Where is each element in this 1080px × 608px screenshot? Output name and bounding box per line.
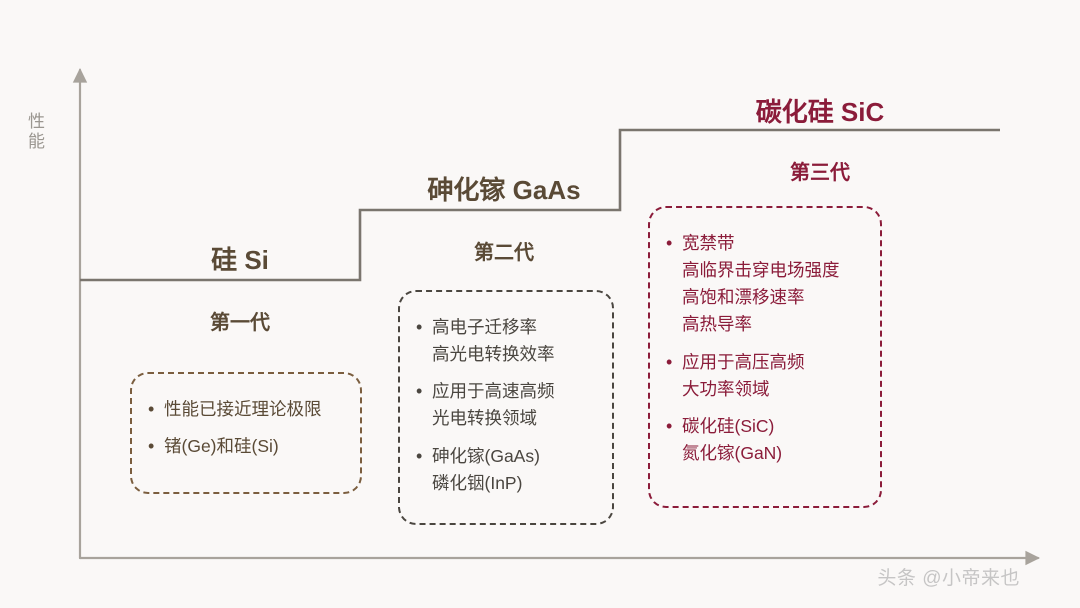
gen2-item: 砷化镓(GaAs)磷化铟(InP)	[414, 443, 596, 497]
y-axis-label-char1: 性	[28, 112, 47, 132]
gen2-subtitle: 第二代	[394, 236, 614, 265]
gen3-item-subline: 高热导率	[682, 311, 864, 338]
gen3-title: 碳化硅 SiC	[660, 92, 980, 129]
gen3-item-subline: 大功率领域	[682, 376, 864, 403]
gen2-list: 高电子迁移率高光电转换效率应用于高速高频光电转换领域砷化镓(GaAs)磷化铟(I…	[414, 314, 596, 497]
gen1-item: 性能已接近理论极限	[146, 396, 344, 423]
gen2-item-subline: 高光电转换效率	[432, 341, 596, 368]
gen2-item-subline: 磷化铟(InP)	[432, 470, 596, 497]
gen1-box: 性能已接近理论极限锗(Ge)和硅(Si)	[130, 372, 362, 494]
gen3-item-subline: 氮化镓(GaN)	[682, 440, 864, 467]
gen3-item: 碳化硅(SiC)氮化镓(GaN)	[664, 413, 864, 467]
gen1-subtitle: 第一代	[130, 306, 350, 335]
gen3-item: 宽禁带高临界击穿电场强度高饱和漂移速率高热导率	[664, 230, 864, 339]
gen2-box: 高电子迁移率高光电转换效率应用于高速高频光电转换领域砷化镓(GaAs)磷化铟(I…	[398, 290, 614, 525]
diagram-stage: 性 能 硅 Si 第一代性能已接近理论极限锗(Ge)和硅(Si) 砷化镓 GaAs 第…	[0, 0, 1080, 608]
gen3-item: 应用于高压高频大功率领域	[664, 349, 864, 403]
gen1-title: 硅 Si	[130, 240, 350, 277]
gen2-title: 砷化镓 GaAs	[394, 170, 614, 207]
gen2-item: 高电子迁移率高光电转换效率	[414, 314, 596, 368]
gen1-item: 锗(Ge)和硅(Si)	[146, 433, 344, 460]
gen3-subtitle: 第三代	[660, 156, 980, 185]
y-axis-label: 性 能	[28, 112, 47, 153]
gen1-list: 性能已接近理论极限锗(Ge)和硅(Si)	[146, 396, 344, 460]
gen3-item-subline: 高饱和漂移速率	[682, 284, 864, 311]
gen3-box: 宽禁带高临界击穿电场强度高饱和漂移速率高热导率应用于高压高频大功率领域碳化硅(S…	[648, 206, 882, 508]
y-axis-label-char2: 能	[28, 132, 47, 152]
gen2-item: 应用于高速高频光电转换领域	[414, 378, 596, 432]
gen3-list: 宽禁带高临界击穿电场强度高饱和漂移速率高热导率应用于高压高频大功率领域碳化硅(S…	[664, 230, 864, 467]
gen3-item-subline: 高临界击穿电场强度	[682, 257, 864, 284]
gen2-item-subline: 光电转换领域	[432, 405, 596, 432]
watermark-text: 头条 @小帝来也	[877, 563, 1020, 590]
